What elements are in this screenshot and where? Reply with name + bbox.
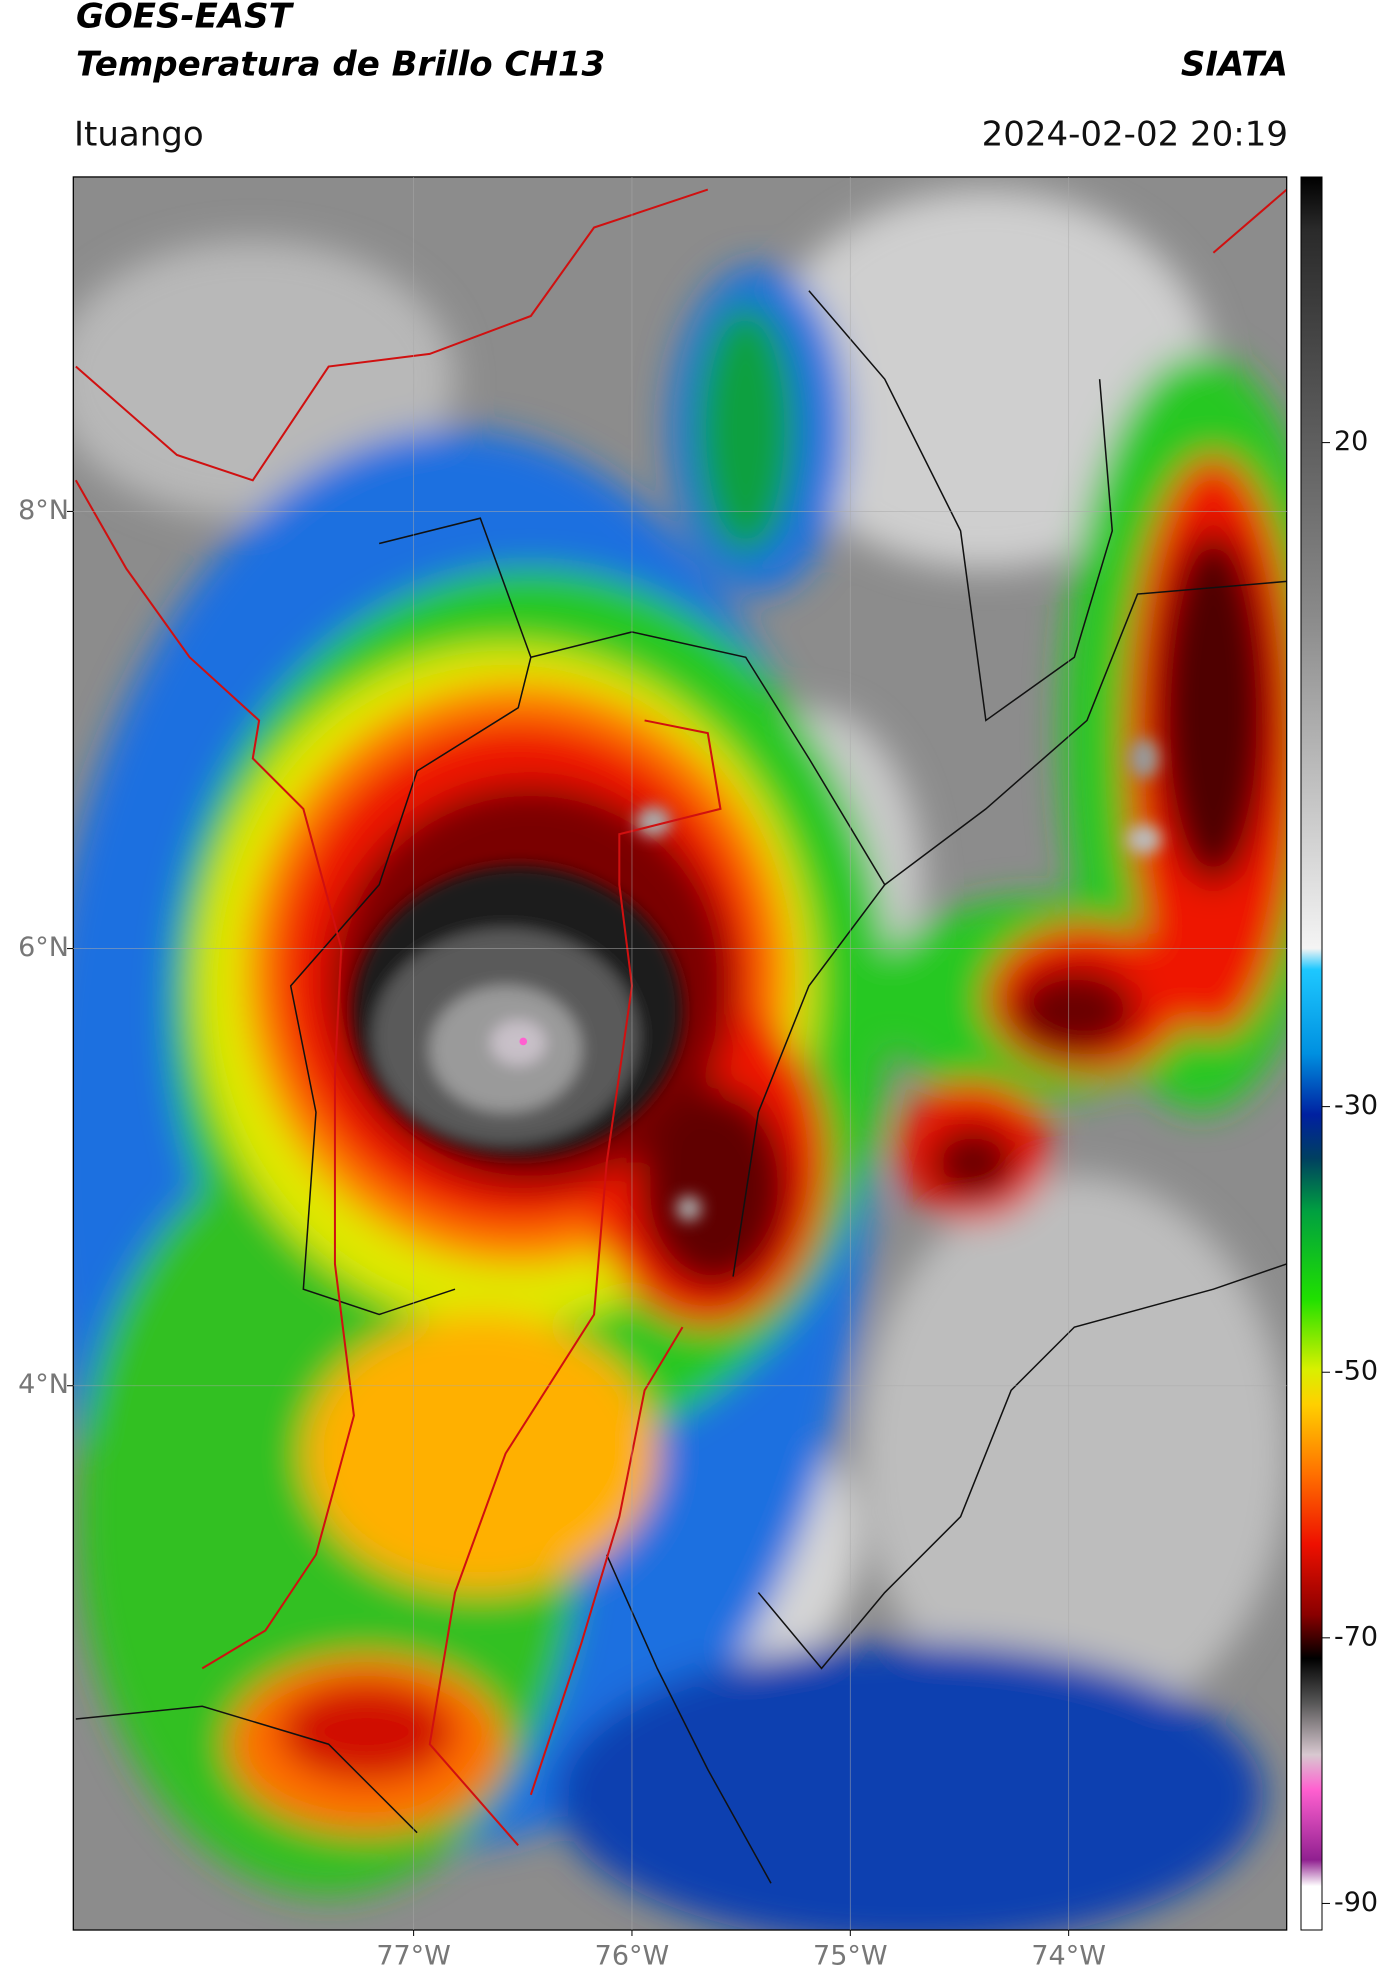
x-tick-label: 76°W	[595, 1941, 670, 1972]
title: GOES-EAST	[76, 0, 295, 37]
x-tick-label: 74°W	[1031, 1941, 1106, 1972]
colorbar	[1300, 176, 1323, 1931]
satellite-image	[72, 176, 1288, 1931]
x-tick-label: 75°W	[813, 1941, 888, 1972]
y-tick-label: 8°N	[18, 495, 69, 526]
subtitle: Temperatura de Brillo CH13	[76, 45, 605, 85]
colorbar-tick-label: -50	[1334, 1356, 1378, 1387]
location: Ituango	[74, 115, 204, 155]
colorbar-tick-label: -90	[1334, 1887, 1378, 1918]
colorbar-tick-label: -30	[1334, 1090, 1378, 1121]
y-tick-label: 4°N	[18, 1369, 69, 1400]
x-tick-label: 77°W	[376, 1941, 451, 1972]
source: SIATA	[1181, 45, 1288, 85]
colorbar-tick-label: 20	[1334, 426, 1368, 457]
y-tick-label: 6°N	[18, 932, 69, 963]
colorbar-tick-label: -70	[1334, 1621, 1378, 1652]
datetime: 2024-02-02 20:19	[982, 115, 1288, 155]
